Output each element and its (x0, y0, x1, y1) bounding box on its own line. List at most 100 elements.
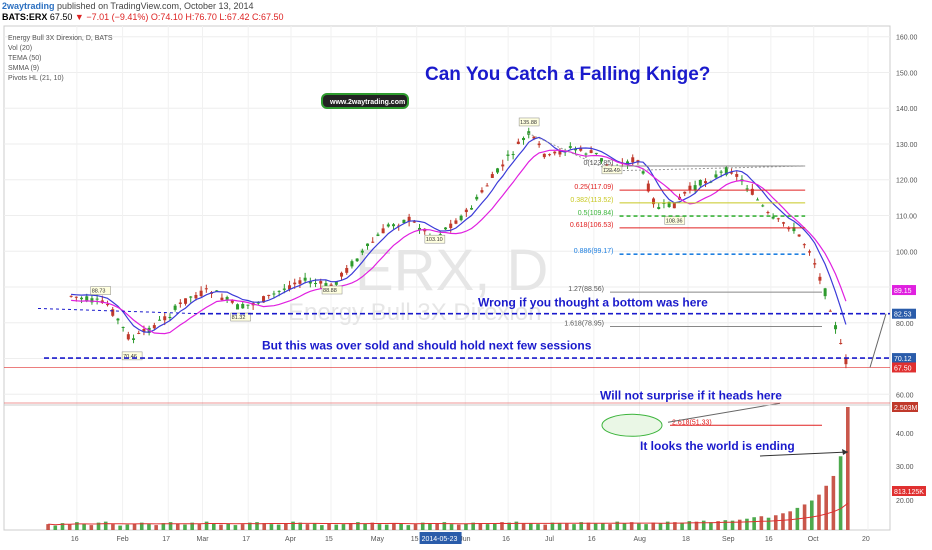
volume-bar (384, 524, 389, 530)
volume-bar (75, 522, 79, 530)
last-price: 67.50 (49, 12, 73, 22)
candle-body (173, 305, 177, 310)
candle-body (516, 141, 520, 144)
candle-body (308, 281, 312, 284)
price-tag (892, 362, 916, 373)
volume-bar (428, 523, 432, 530)
volume-last-tag (892, 486, 926, 496)
volume-bar (161, 523, 166, 530)
candle-body (184, 298, 188, 304)
candle-body (241, 303, 245, 309)
x-tick-label: 16 (765, 536, 773, 543)
volume-bar (658, 523, 663, 530)
candle-body (506, 154, 510, 156)
pivot-label-box (121, 351, 143, 361)
candle-body (126, 334, 130, 340)
pivot-label-box (90, 286, 111, 295)
candle-body (236, 304, 240, 310)
volume-bar (348, 523, 353, 530)
volume-bar (219, 524, 223, 530)
candle-body (787, 228, 791, 230)
x-tick-label: Sep (722, 536, 735, 543)
pivot-label: 108.36 (666, 218, 683, 224)
volume-bar (248, 522, 252, 530)
x-tick-label: 20 (862, 536, 870, 543)
author-link[interactable]: 2waytrading (2, 1, 55, 11)
candle-body (834, 325, 838, 330)
candle-body (652, 198, 656, 205)
fib-level-label: 2.618(51.33) (672, 419, 712, 426)
candle-body (704, 181, 708, 184)
tema-line (71, 136, 847, 333)
candle-body (194, 294, 198, 299)
volume-bar (492, 523, 497, 530)
candle-body (646, 183, 650, 192)
volume-bar (89, 525, 94, 530)
candle-body (470, 207, 474, 210)
candle-body (366, 243, 370, 247)
pivot-label: 70.46 (123, 354, 137, 360)
volume-bar (269, 524, 274, 530)
volume-bar (802, 504, 807, 530)
candle-body (106, 304, 110, 306)
quote-line: BATS:ERX 67.50 ▼ −7.01 (−9.41%) O:74.10 … (2, 12, 283, 23)
volume-bar (507, 522, 511, 530)
volume-max-label: 2.503M (894, 405, 918, 412)
ohlc-values: O:74.10 H:76.70 L:67.42 C:67.50 (150, 12, 284, 22)
candle-body (537, 143, 541, 146)
candle-body (215, 290, 219, 292)
candle-body (386, 224, 390, 227)
volume-bar (276, 524, 281, 530)
candle-body (641, 171, 645, 174)
candle-body (490, 174, 494, 178)
legend-item: Pivots HL (21, 10) (8, 75, 64, 82)
volume-bar (175, 523, 180, 530)
candle-body (605, 164, 609, 166)
candle-body (230, 300, 234, 303)
pivot-label: 88.88 (323, 288, 337, 294)
volume-bar (644, 524, 648, 530)
pivot-zigzag-line (527, 132, 612, 172)
fib-level-label: 0.382(113.52) (570, 197, 613, 204)
smma-line (71, 149, 847, 335)
volume-bar (565, 523, 569, 530)
candle-body (568, 146, 572, 148)
volume-bar (716, 521, 720, 530)
price-tag-label: 82.53 (894, 312, 912, 319)
candle-body (314, 283, 318, 285)
x-tick-label: Apr (285, 536, 297, 543)
volume-bar (298, 522, 303, 530)
x-tick-label: 15 (411, 536, 419, 543)
candle-body (558, 150, 562, 155)
candle-body (657, 207, 661, 209)
website-badge[interactable] (321, 93, 409, 109)
volume-bar (464, 523, 468, 530)
volume-bar (543, 524, 548, 530)
volume-bar (673, 522, 677, 530)
candle-body (594, 152, 598, 154)
candle-body (485, 185, 489, 187)
candle-body (371, 241, 375, 243)
volume-bar (745, 518, 749, 530)
volume-bar (312, 523, 317, 530)
candle-body (293, 282, 297, 285)
candle-body (672, 202, 676, 209)
candle-body (80, 297, 84, 300)
x-tick-label: Jun (459, 536, 470, 543)
volume-bar (572, 524, 576, 530)
candle-body (475, 196, 479, 200)
candle-body (771, 216, 775, 219)
y-tick-label: 140.00 (896, 106, 918, 113)
candle-body (360, 250, 364, 253)
candle-body (334, 281, 338, 285)
legend-item: Vol (20) (8, 45, 32, 52)
volume-tick-label: 30.00 (896, 464, 914, 471)
annotation-surprise: Will not surprise if it heads here (600, 389, 782, 403)
candle-body (178, 302, 182, 304)
price-tag (892, 308, 916, 319)
x-tick-label: Jul (545, 536, 554, 543)
candle-body (438, 234, 442, 236)
candle-body (496, 168, 500, 173)
fib-level-label: 0.5(109.84) (578, 210, 614, 217)
